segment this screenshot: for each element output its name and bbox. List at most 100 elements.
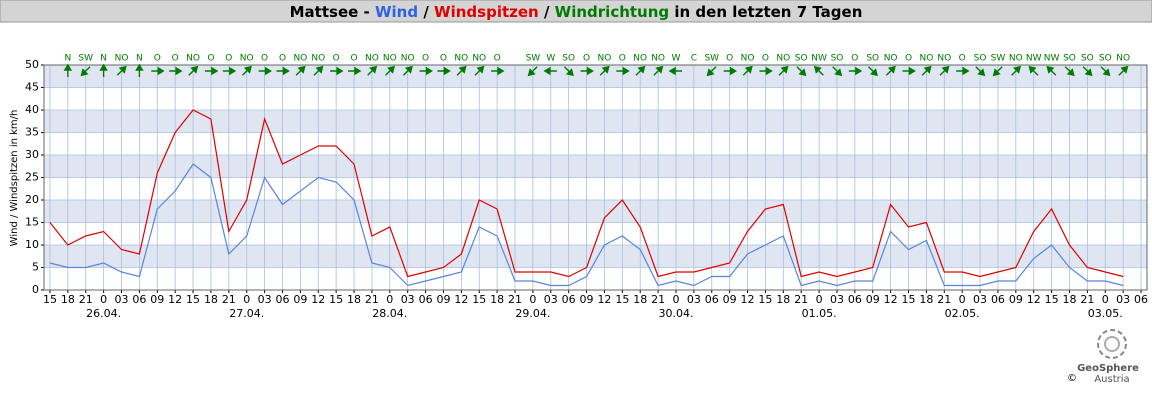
- y-tick-label: 5: [32, 261, 39, 274]
- direction-label: NW: [811, 54, 827, 64]
- direction-label: O: [154, 54, 161, 64]
- x-tick-label: 0: [672, 293, 679, 306]
- x-tick-label: 03: [401, 293, 415, 306]
- direction-label: SW: [526, 54, 541, 64]
- x-tick-label: 18: [204, 293, 218, 306]
- direction-arrow: [1046, 65, 1057, 76]
- x-tick-label: 21: [937, 293, 951, 306]
- direction-label: NO: [240, 54, 254, 64]
- direction-arrow: [1082, 66, 1093, 77]
- x-tick-label: 09: [723, 293, 737, 306]
- direction-label: NO: [884, 54, 898, 64]
- x-tick-label: 15: [472, 293, 486, 306]
- direction-arrow: [813, 65, 824, 76]
- x-tick-label: 03: [544, 293, 558, 306]
- direction-arrow: [258, 66, 272, 76]
- direction-label: O: [851, 54, 858, 64]
- date-label: 26.04.: [86, 307, 121, 320]
- direction-arrow: [151, 66, 165, 76]
- country: Austria: [1094, 374, 1129, 385]
- direction-arrow: [437, 66, 451, 76]
- direction-label: NO: [651, 54, 665, 64]
- title-part: Windspitzen: [434, 3, 539, 21]
- direction-label: NW: [1044, 54, 1060, 64]
- grid-band: [44, 200, 1147, 223]
- direction-label: O: [350, 54, 357, 64]
- x-tick-label: 15: [186, 293, 200, 306]
- direction-arrow: [116, 65, 127, 76]
- direction-label: SO: [974, 54, 987, 64]
- direction-label: NO: [311, 54, 325, 64]
- direction-arrow: [616, 66, 630, 76]
- direction-arrow: [992, 66, 1003, 77]
- direction-label: O: [762, 54, 769, 64]
- x-tick-label: 18: [776, 293, 790, 306]
- direction-label: SW: [991, 54, 1006, 64]
- direction-arrow: [385, 65, 396, 76]
- x-tick-label: 18: [61, 293, 75, 306]
- x-tick-label: 12: [597, 293, 611, 306]
- title-part: Wind: [375, 3, 418, 21]
- direction-label: SO: [1099, 54, 1112, 64]
- x-tick-label: 15: [758, 293, 772, 306]
- direction-label: SO: [831, 54, 844, 64]
- direction-arrow: [222, 66, 237, 76]
- direction-arrow: [1118, 65, 1129, 76]
- y-tick-label: 20: [25, 193, 39, 206]
- direction-arrow: [668, 66, 682, 76]
- brand: GeoSphere: [1077, 363, 1139, 374]
- direction-arrow: [706, 66, 717, 77]
- x-tick-label: 21: [222, 293, 236, 306]
- direction-label: SO: [562, 54, 575, 64]
- direction-label: N: [64, 54, 71, 64]
- x-tick-label: 15: [43, 293, 57, 306]
- direction-arrow: [885, 65, 896, 76]
- direction-arrow: [99, 63, 108, 77]
- direction-arrow: [276, 66, 290, 76]
- direction-label: NO: [919, 54, 933, 64]
- direction-arrow: [80, 66, 91, 77]
- direction-arrow: [635, 65, 646, 76]
- x-tick-label: 03: [258, 293, 272, 306]
- direction-label: NO: [293, 54, 307, 64]
- direction-arrow: [1011, 65, 1022, 76]
- x-tick-label: 03: [830, 293, 844, 306]
- x-tick-label: 03: [115, 293, 129, 306]
- x-tick-label: 18: [1062, 293, 1076, 306]
- plot-frame: [43, 64, 1148, 291]
- direction-arrow: [1028, 65, 1039, 76]
- x-tick-label: 0: [243, 293, 250, 306]
- direction-label: NO: [633, 54, 647, 64]
- direction-arrow: [313, 65, 324, 76]
- direction-arrow: [921, 65, 932, 76]
- x-tick-label: 09: [293, 293, 307, 306]
- x-tick-label: 0: [1102, 293, 1109, 306]
- x-tick-label: 09: [866, 293, 880, 306]
- title-part: /: [423, 3, 429, 21]
- direction-label: N: [136, 54, 143, 64]
- x-tick-label: 21: [79, 293, 93, 306]
- direction-arrow: [1064, 66, 1075, 77]
- direction-arrow: [188, 65, 199, 76]
- y-tick-label: 30: [25, 148, 39, 161]
- direction-arrow: [543, 66, 557, 76]
- direction-arrow: [778, 65, 789, 76]
- direction-label: O: [225, 54, 232, 64]
- direction-label: NO: [383, 54, 397, 64]
- direction-arrow: [939, 65, 950, 76]
- direction-label: NO: [365, 54, 379, 64]
- direction-arrow: [1100, 66, 1111, 77]
- direction-arrow: [723, 66, 738, 76]
- direction-arrow: [527, 66, 538, 77]
- x-tick-label: 18: [919, 293, 933, 306]
- x-tick-label: 03: [1116, 293, 1130, 306]
- x-tick-label: 03: [973, 293, 987, 306]
- x-tick-label: 12: [311, 293, 325, 306]
- y-axis-label: Wind / Windspitzen in km/h: [9, 110, 20, 247]
- date-label: 30.04.: [658, 307, 693, 320]
- x-tick-label: 06: [991, 293, 1005, 306]
- date-label: 29.04.: [515, 307, 550, 320]
- direction-label: O: [905, 54, 912, 64]
- direction-label: O: [959, 54, 966, 64]
